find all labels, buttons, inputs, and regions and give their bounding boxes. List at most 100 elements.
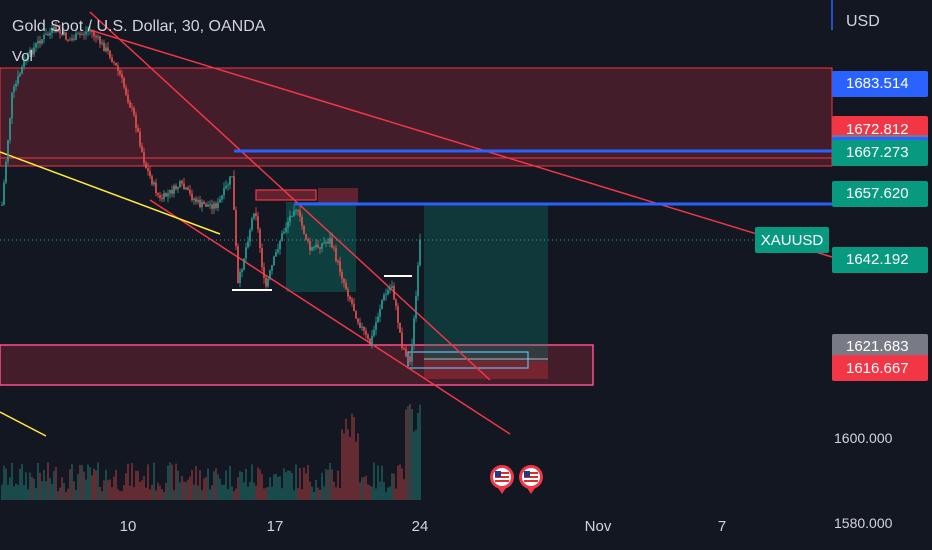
volume-bar [241, 472, 243, 500]
volume-bar [81, 465, 83, 500]
volume-bar [339, 487, 341, 500]
volume-bar [149, 489, 151, 500]
volume-bar [29, 472, 31, 500]
volume-bar [347, 429, 349, 500]
volume-bar [115, 469, 117, 500]
volume-bar [117, 488, 119, 500]
candle-body [219, 199, 221, 203]
candle-body [107, 47, 109, 51]
trendline-yellow-lower[interactable] [0, 411, 47, 437]
consolidation-red-box[interactable] [318, 188, 358, 204]
volume-bar [159, 485, 161, 500]
candle-body [129, 102, 131, 108]
candle-body [41, 39, 43, 44]
position-target-area[interactable] [424, 204, 548, 361]
position-stop-area[interactable] [424, 361, 548, 379]
candle-body [243, 258, 245, 270]
candle-body [281, 233, 283, 242]
volume-bar [203, 478, 205, 500]
volume-bar [407, 406, 409, 500]
candle-body [91, 30, 93, 33]
candle-body [127, 94, 129, 103]
candle-body [169, 189, 171, 194]
candle-body [351, 299, 353, 304]
volume-bar [199, 470, 201, 500]
trendline-long[interactable] [89, 29, 833, 258]
volume-bar [409, 403, 411, 500]
volume-bar [259, 469, 261, 500]
candle-body [355, 311, 357, 319]
volume-bar [95, 470, 97, 500]
candle-body [395, 299, 397, 307]
trendline-yellow-upper[interactable] [0, 151, 221, 235]
volume-bar [265, 487, 267, 500]
candle-body [211, 204, 213, 209]
candle-body [187, 187, 189, 190]
candle-body [293, 211, 295, 216]
trendline-channel-upper[interactable] [89, 11, 491, 381]
volume-bar [119, 491, 121, 500]
volume-bar [181, 476, 183, 500]
us-flag-icon[interactable] [489, 464, 515, 494]
volume-bar [273, 474, 275, 500]
candle-body [97, 36, 99, 38]
volume-bar [235, 488, 237, 500]
volume-bar [97, 462, 99, 500]
volume-bar [313, 491, 315, 500]
volume-bar [155, 490, 157, 500]
volume-bar [131, 463, 133, 500]
entry-box[interactable] [407, 351, 529, 369]
volume-bar [85, 479, 87, 500]
candle-body [371, 335, 373, 346]
candle-body [333, 247, 335, 249]
volume-bar [145, 487, 147, 500]
volume-bar [327, 470, 329, 500]
volume-bar [163, 491, 165, 500]
volume-bar [105, 469, 107, 500]
volume-bar [79, 464, 81, 500]
candle-body [255, 213, 257, 217]
candle-body [337, 260, 339, 262]
candle-body [363, 326, 365, 331]
volume-bar [401, 468, 403, 500]
candle-body [323, 242, 325, 244]
candle-body [73, 38, 75, 40]
candle-body [177, 187, 179, 190]
candle-body [327, 242, 329, 244]
candle-body [179, 181, 181, 188]
us-flag-icon[interactable] [518, 464, 544, 494]
candle-body [55, 26, 57, 32]
candle-body [113, 62, 115, 64]
volume-bar [383, 482, 385, 500]
small-red-box[interactable] [255, 189, 317, 201]
volume-bar [329, 462, 331, 500]
volume-bar [411, 408, 413, 500]
candle-body [225, 185, 227, 189]
currency-label[interactable]: USD [846, 13, 880, 30]
candle-body [53, 26, 55, 30]
volume-bar [219, 478, 221, 500]
candle-body [71, 38, 73, 40]
trendline-channel-lower[interactable] [149, 199, 511, 435]
volume-bar [391, 473, 393, 500]
candle-body [95, 36, 97, 38]
candle-body [249, 229, 251, 242]
candle-body [29, 49, 31, 54]
volume-bar [123, 485, 125, 500]
volume-bar [49, 477, 51, 500]
volume-bar [207, 468, 209, 500]
candle-body [201, 201, 203, 208]
volume-bar [165, 482, 167, 500]
volume-bar [331, 469, 333, 500]
volume-indicator-label[interactable]: Vol [12, 48, 33, 65]
candle-body [387, 290, 389, 295]
candle-body [217, 202, 219, 208]
candle-body [279, 241, 281, 250]
candle-body [163, 193, 165, 200]
volume-bar [161, 489, 163, 500]
candle-body [165, 193, 167, 197]
candle-body [253, 213, 255, 219]
candle-body [87, 30, 89, 32]
candle-body [315, 244, 317, 248]
